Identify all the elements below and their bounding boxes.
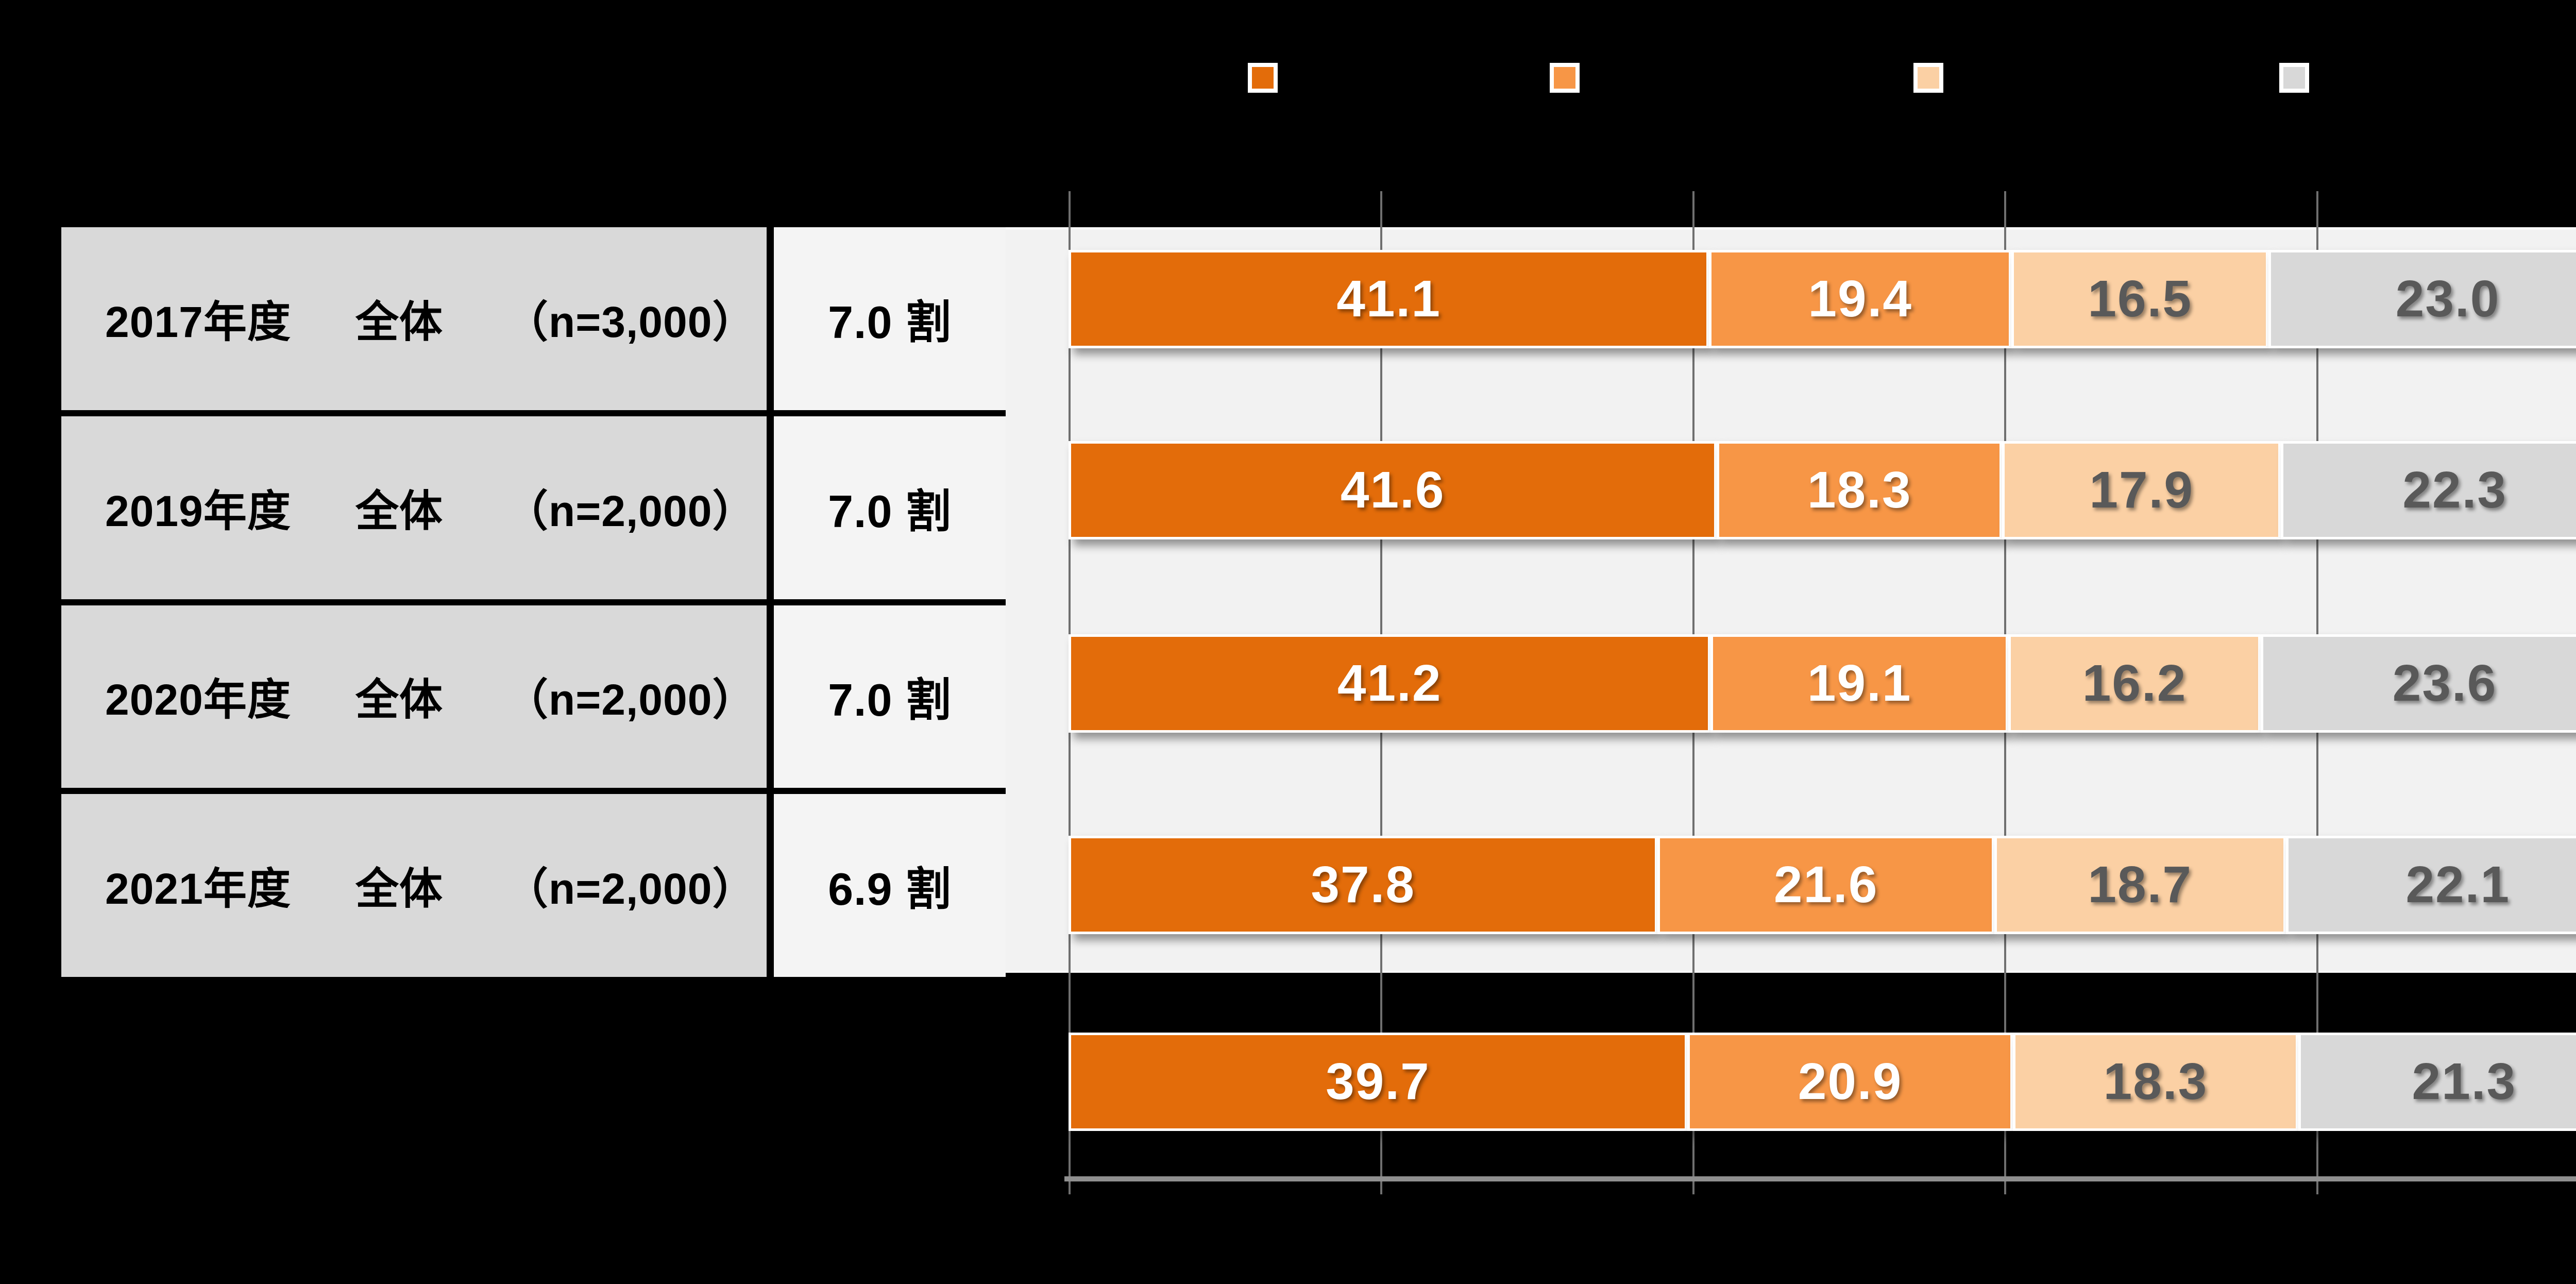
bar-segment: 23.0	[2268, 250, 2576, 348]
row-year: 2017年度	[105, 297, 291, 346]
bar-segment: 19.4	[1709, 250, 2012, 348]
bar-segment: 41.2	[1069, 634, 1711, 733]
row-rate: 7.0 割	[828, 674, 952, 726]
bar-segment: 16.2	[2008, 634, 2261, 733]
row-label-cell: 2020年度 全体 （n=2,000）	[61, 605, 767, 788]
bar-value-label: 39.7	[1326, 1053, 1430, 1110]
bar-value-label: 18.7	[2088, 856, 2192, 914]
bar-value-label: 20.9	[1798, 1053, 1903, 1110]
row-year: 2019年度	[105, 486, 291, 535]
legend-marker-icon	[2279, 63, 2309, 93]
row-rate-cell: 7.0 割	[774, 605, 1006, 788]
year-table: 2017年度 全体 （n=3,000） 7.0 割 2019年度 全体 （n=2…	[61, 227, 1006, 977]
row-rate-cell: 7.0 割	[774, 227, 1006, 410]
bar-segment: 23.6	[2261, 634, 2576, 733]
row-group: 全体	[355, 486, 443, 535]
bar-segment: 39.7	[1069, 1033, 1687, 1131]
legend-marker-icon	[1913, 63, 1943, 93]
row-sample-size: （n=2,000）	[504, 486, 756, 535]
bar-value-label: 37.8	[1311, 856, 1416, 914]
row-sample-size: （n=3,000）	[504, 297, 756, 346]
row-group: 全体	[355, 675, 443, 724]
bar-row-0: 41.1 19.4 16.5 23.0	[1069, 250, 2576, 348]
table-row: 2021年度 全体 （n=2,000） 6.9 割	[61, 794, 1006, 977]
row-year: 2021年度	[105, 865, 291, 914]
row-rate-cell: 7.0 割	[774, 416, 1006, 599]
bar-value-label: 16.5	[2088, 270, 2192, 328]
legend-marker-icon	[1550, 63, 1580, 93]
row-rate: 7.0 割	[828, 485, 952, 537]
bar-value-label: 17.9	[2089, 461, 2194, 519]
bar-row-4: 39.7 20.9 18.3 21.3	[1069, 1033, 2576, 1131]
bar-segment: 18.3	[2013, 1033, 2298, 1131]
x-axis-line	[1064, 1176, 2576, 1181]
bar-segment: 41.1	[1069, 250, 1709, 348]
bar-value-label: 22.3	[2402, 461, 2507, 519]
bar-value-label: 19.4	[1808, 270, 1912, 328]
bar-value-label: 23.0	[2395, 270, 2500, 328]
bar-segment: 18.3	[1717, 441, 2002, 539]
bar-value-label: 41.2	[1337, 654, 1442, 712]
legend-marker-icon	[1248, 63, 1278, 93]
bar-value-label: 18.3	[1807, 461, 1912, 519]
row-year: 2020年度	[105, 675, 291, 724]
bar-segment: 21.3	[2298, 1033, 2576, 1131]
table-row: 2019年度 全体 （n=2,000） 7.0 割	[61, 416, 1006, 599]
bar-segment: 20.9	[1687, 1033, 2013, 1131]
bar-row-1: 41.6 18.3 17.9 22.3	[1069, 441, 2576, 539]
bar-row-3: 37.8 21.6 18.7 22.1	[1069, 836, 2576, 934]
bar-segment: 21.6	[1657, 836, 1994, 934]
bar-value-label: 21.3	[2412, 1053, 2517, 1110]
bar-value-label: 18.3	[2103, 1053, 2208, 1110]
row-sample-size: （n=2,000）	[504, 865, 756, 914]
bar-segment: 16.5	[2011, 250, 2269, 348]
bar-value-label: 23.6	[2392, 654, 2497, 712]
bar-segment: 37.8	[1069, 836, 1658, 934]
bar-row-2: 41.2 19.1 16.2 23.6	[1069, 634, 2576, 733]
table-row: 2020年度 全体 （n=2,000） 7.0 割	[61, 605, 1006, 788]
bar-segment: 19.1	[1710, 634, 2009, 733]
bar-segment: 17.9	[2002, 441, 2281, 539]
row-label-cell: 2019年度 全体 （n=2,000）	[61, 416, 767, 599]
bar-value-label: 19.1	[1807, 654, 1912, 712]
bar-value-label: 41.6	[1340, 461, 1445, 519]
bar-segment: 22.3	[2281, 441, 2576, 539]
row-group: 全体	[355, 297, 443, 346]
row-sample-size: （n=2,000）	[504, 675, 756, 724]
bar-value-label: 21.6	[1773, 856, 1878, 914]
bar-segment: 41.6	[1069, 441, 1717, 539]
row-group: 全体	[355, 865, 443, 914]
row-rate: 7.0 割	[828, 296, 952, 348]
row-rate-cell: 6.9 割	[774, 794, 1006, 977]
bar-segment: 18.7	[1994, 836, 2286, 934]
bar-segment: 22.1	[2285, 836, 2576, 934]
row-rate: 6.9 割	[828, 864, 952, 915]
table-row: 2017年度 全体 （n=3,000） 7.0 割	[61, 227, 1006, 410]
bar-value-label: 22.1	[2405, 856, 2511, 914]
row-label-cell: 2017年度 全体 （n=3,000）	[61, 227, 767, 410]
row-label-cell: 2021年度 全体 （n=2,000）	[61, 794, 767, 977]
bar-value-label: 16.2	[2082, 654, 2187, 712]
bar-value-label: 41.1	[1336, 270, 1441, 328]
